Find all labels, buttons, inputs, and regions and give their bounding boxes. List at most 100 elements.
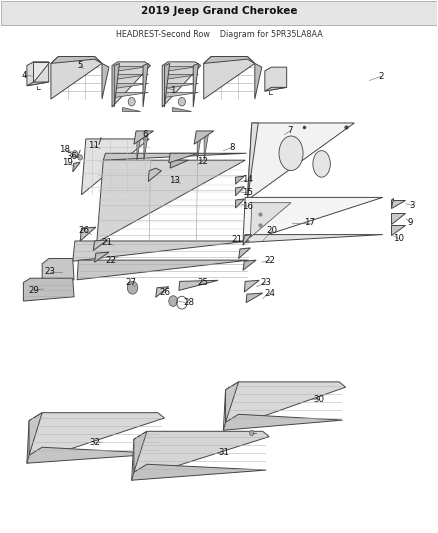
PathPatch shape xyxy=(33,62,49,82)
PathPatch shape xyxy=(73,241,250,261)
Circle shape xyxy=(78,155,82,160)
PathPatch shape xyxy=(114,92,148,98)
PathPatch shape xyxy=(97,160,245,243)
Text: HEADREST-Second Row    Diagram for 5PR35LA8AA: HEADREST-Second Row Diagram for 5PR35LA8… xyxy=(116,30,322,39)
Circle shape xyxy=(127,281,138,294)
PathPatch shape xyxy=(51,56,102,99)
PathPatch shape xyxy=(164,92,198,98)
PathPatch shape xyxy=(162,62,201,107)
PathPatch shape xyxy=(80,227,96,241)
Text: 25: 25 xyxy=(197,278,208,287)
PathPatch shape xyxy=(134,131,153,144)
PathPatch shape xyxy=(114,63,120,107)
Ellipse shape xyxy=(313,151,330,177)
PathPatch shape xyxy=(243,260,256,270)
Text: 2: 2 xyxy=(379,71,384,80)
PathPatch shape xyxy=(95,252,109,262)
PathPatch shape xyxy=(246,293,263,303)
Text: 30: 30 xyxy=(313,395,324,404)
Text: 18: 18 xyxy=(59,145,70,154)
PathPatch shape xyxy=(251,203,291,237)
PathPatch shape xyxy=(243,197,383,243)
PathPatch shape xyxy=(239,248,251,259)
Text: 9: 9 xyxy=(407,218,413,227)
Text: 29: 29 xyxy=(28,286,39,295)
PathPatch shape xyxy=(29,413,42,455)
Text: 26: 26 xyxy=(78,226,89,235)
PathPatch shape xyxy=(143,63,148,107)
Ellipse shape xyxy=(279,136,303,171)
Text: 14: 14 xyxy=(242,175,253,184)
Text: 27: 27 xyxy=(125,278,136,287)
Circle shape xyxy=(178,98,185,106)
Text: 5: 5 xyxy=(78,61,83,70)
Circle shape xyxy=(250,430,254,435)
PathPatch shape xyxy=(197,134,201,160)
Text: 4: 4 xyxy=(21,70,27,79)
Text: 17: 17 xyxy=(304,219,315,228)
Text: 28: 28 xyxy=(183,298,194,307)
PathPatch shape xyxy=(102,63,109,99)
PathPatch shape xyxy=(247,123,354,200)
Text: 13: 13 xyxy=(169,176,180,185)
PathPatch shape xyxy=(73,163,80,172)
PathPatch shape xyxy=(170,160,188,168)
PathPatch shape xyxy=(164,74,198,79)
PathPatch shape xyxy=(236,187,244,196)
PathPatch shape xyxy=(134,431,147,472)
Text: 23: 23 xyxy=(260,278,271,287)
PathPatch shape xyxy=(164,66,198,71)
Text: 19: 19 xyxy=(62,158,73,167)
Text: 32: 32 xyxy=(89,439,100,448)
PathPatch shape xyxy=(392,200,405,208)
Text: 6: 6 xyxy=(142,130,148,139)
PathPatch shape xyxy=(27,62,49,86)
PathPatch shape xyxy=(236,176,244,184)
Text: 2019 Jeep Grand Cherokee: 2019 Jeep Grand Cherokee xyxy=(141,6,297,17)
PathPatch shape xyxy=(114,66,148,71)
Text: 36: 36 xyxy=(67,152,78,161)
PathPatch shape xyxy=(223,414,343,430)
Text: 23: 23 xyxy=(45,268,56,276)
Text: 22: 22 xyxy=(265,256,276,264)
PathPatch shape xyxy=(226,382,239,422)
Text: 26: 26 xyxy=(159,287,170,296)
PathPatch shape xyxy=(164,63,170,107)
PathPatch shape xyxy=(148,168,161,181)
PathPatch shape xyxy=(236,199,244,208)
PathPatch shape xyxy=(243,235,252,245)
PathPatch shape xyxy=(169,154,198,163)
Text: 7: 7 xyxy=(287,126,293,135)
Text: 15: 15 xyxy=(242,188,253,197)
PathPatch shape xyxy=(155,287,169,297)
PathPatch shape xyxy=(265,87,287,91)
PathPatch shape xyxy=(392,213,405,224)
Circle shape xyxy=(169,296,177,306)
PathPatch shape xyxy=(243,235,383,243)
PathPatch shape xyxy=(144,134,148,160)
PathPatch shape xyxy=(114,74,148,79)
PathPatch shape xyxy=(247,123,258,200)
PathPatch shape xyxy=(179,280,218,290)
PathPatch shape xyxy=(132,431,269,480)
PathPatch shape xyxy=(223,382,346,430)
Text: 10: 10 xyxy=(393,235,404,244)
Bar xyxy=(1,1,437,25)
PathPatch shape xyxy=(27,82,49,86)
PathPatch shape xyxy=(81,139,149,195)
PathPatch shape xyxy=(114,83,148,88)
PathPatch shape xyxy=(392,198,394,208)
PathPatch shape xyxy=(204,56,255,63)
PathPatch shape xyxy=(193,63,198,107)
Text: 31: 31 xyxy=(219,448,230,457)
Text: 16: 16 xyxy=(242,202,253,211)
Text: 22: 22 xyxy=(106,256,117,264)
Text: 11: 11 xyxy=(88,141,99,150)
Text: 1: 1 xyxy=(170,85,176,94)
PathPatch shape xyxy=(27,413,164,463)
PathPatch shape xyxy=(255,63,262,99)
Text: 3: 3 xyxy=(409,201,415,210)
Text: 20: 20 xyxy=(267,226,278,235)
PathPatch shape xyxy=(164,83,198,88)
Text: 21: 21 xyxy=(101,238,112,247)
